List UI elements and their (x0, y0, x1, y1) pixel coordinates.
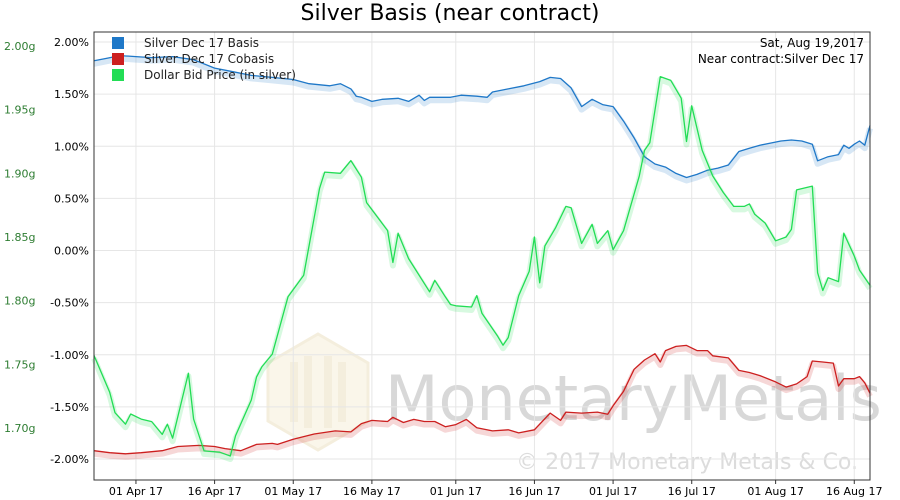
grid (94, 32, 870, 480)
series-line-shadow (93, 55, 873, 184)
series-lines (91, 54, 873, 462)
legend-swatch-basis (112, 37, 124, 49)
y-right-tick-label: 2.00% (54, 36, 89, 49)
x-tick-label: 16 Jun 17 (508, 485, 560, 498)
y-left-tick-label: 1.80g (4, 295, 35, 308)
series-line-cobasis (93, 344, 871, 455)
x-tick-label: 01 Apr 17 (109, 485, 163, 498)
y-left-tick-label: 2.00g (4, 40, 35, 53)
y-left-tick-label: 1.95g (4, 104, 35, 117)
series-line-basis (93, 54, 871, 179)
y-right-tick-label: -1.50% (50, 401, 89, 414)
legend-swatch-cobasis (112, 53, 124, 65)
legend-label-dollar-bid: Dollar Bid Price (in silver) (144, 68, 296, 82)
axes: 01 Apr 17 16 Apr 17 01 May 17 16 May 17 01 J… (4, 36, 883, 498)
legend-label-basis: Silver Dec 17 Basis (144, 36, 259, 50)
x-tick-label: 01 Jul 17 (589, 485, 637, 498)
x-tick-label: 01 Jun 17 (430, 485, 482, 498)
x-tick-label: 16 May 17 (343, 485, 401, 498)
date-annotation: Sat, Aug 19,2017 (760, 36, 864, 50)
y-right-tick-label: 1.50% (54, 88, 89, 101)
legend: Silver Dec 17 Basis Silver Dec 17 Cobasi… (112, 36, 296, 82)
series-line-dollar-bid (93, 75, 871, 457)
series-basis (93, 54, 873, 184)
y-left-tick-label: 1.75g (4, 358, 35, 371)
plot-frame (93, 31, 871, 481)
y-right-tick-label: 0.00% (54, 245, 89, 258)
x-tick-label: 01 May 17 (264, 485, 322, 498)
y-left-tick-label: 1.85g (4, 231, 35, 244)
y-left-tick-label: 1.90g (4, 167, 35, 180)
series-cobasis (93, 344, 873, 460)
x-tick-label: 16 Aug 17 (826, 485, 882, 498)
contract-annotation: Near contract:Silver Dec 17 (698, 52, 864, 66)
y-right-tick-label: 0.50% (54, 192, 89, 205)
y-left-tick-label: 1.70g (4, 422, 35, 435)
legend-swatch-dollar-bid (112, 69, 124, 81)
chart-title: Silver Basis (near contract) (301, 1, 600, 26)
x-tick-label: 16 Apr 17 (188, 485, 242, 498)
y-right-tick-label: -2.00% (50, 453, 89, 466)
series-line-shadow (93, 345, 873, 460)
watermark-copyright: © 2017 Monetary Metals & Co. (516, 450, 858, 475)
x-tick-label: 01 Aug 17 (747, 485, 803, 498)
x-tick-label: 16 Jul 17 (668, 485, 716, 498)
series-line-shadow (91, 76, 873, 462)
watermark-brand: MonetaryMetals (385, 362, 882, 435)
y-right-tick-label: -1.00% (50, 349, 89, 362)
y-right-tick-label: -0.50% (50, 297, 89, 310)
y-right-tick-label: 1.00% (54, 140, 89, 153)
legend-label-cobasis: Silver Dec 17 Cobasis (144, 52, 274, 66)
series-dollar-bid (91, 75, 873, 462)
